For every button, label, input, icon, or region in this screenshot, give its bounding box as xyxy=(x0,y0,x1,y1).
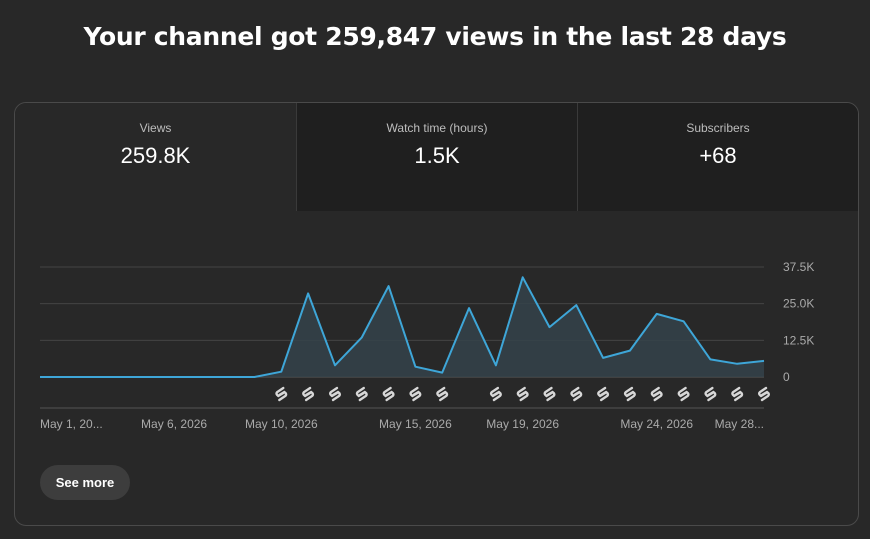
tab-views-value: 259.8K xyxy=(120,143,191,168)
y-tick-label: 25.0K xyxy=(783,297,814,311)
x-tick-label: May 6, 2026 xyxy=(141,417,207,431)
tab-subscribers[interactable]: Subscribers +68 xyxy=(577,103,858,211)
x-tick-label: May 24, 2026 xyxy=(620,417,693,431)
shorts-icon xyxy=(731,386,744,402)
x-tick-label: May 1, 20... xyxy=(40,417,103,431)
views-line xyxy=(40,276,765,378)
y-tick-label: 37.5K xyxy=(783,260,814,274)
tab-watch-time[interactable]: Watch time (hours) 1.5K xyxy=(296,103,577,211)
x-tick-label: May 19, 2026 xyxy=(486,417,559,431)
shorts-icon xyxy=(436,386,449,402)
tab-subscribers-value: +68 xyxy=(699,143,737,168)
x-tick-label: May 28... xyxy=(715,417,764,431)
x-tick-label: May 10, 2026 xyxy=(245,417,318,431)
shorts-icon xyxy=(516,386,529,402)
y-tick-label: 12.5K xyxy=(783,333,814,347)
tab-watch-time-label: Watch time (hours) xyxy=(386,121,488,135)
page-title: Your channel got 259,847 views in the la… xyxy=(83,22,787,51)
shorts-icon xyxy=(704,386,717,402)
shorts-icon xyxy=(382,386,395,402)
shorts-icon xyxy=(650,386,663,402)
tab-views-label: Views xyxy=(139,121,172,135)
shorts-icon xyxy=(570,386,583,402)
shorts-icon xyxy=(489,386,502,402)
shorts-icon xyxy=(677,386,690,402)
x-tick-label: May 15, 2026 xyxy=(379,417,452,431)
see-more-button[interactable]: See more xyxy=(40,465,130,500)
shorts-icon xyxy=(275,386,288,402)
shorts-icon xyxy=(329,386,341,402)
tab-subscribers-label: Subscribers xyxy=(686,121,750,135)
shorts-icon xyxy=(597,386,610,402)
shorts-icon xyxy=(758,386,770,402)
shorts-icon xyxy=(302,386,315,402)
metric-tabs: Views 259.8K Watch time (hours) 1.5K Sub… xyxy=(15,103,858,211)
shorts-icon xyxy=(409,386,422,402)
shorts-icon xyxy=(623,386,636,402)
tab-views[interactable]: Views 259.8K xyxy=(15,103,296,211)
tab-watch-time-value: 1.5K xyxy=(414,143,460,168)
analytics-card: Views 259.8K Watch time (hours) 1.5K Sub… xyxy=(14,102,859,526)
y-tick-label: 0 xyxy=(783,370,790,384)
shorts-icon xyxy=(355,386,368,402)
views-chart: 0 12.5K 25.0K 37.5K May 1, 20... May 6, 2026 M… xyxy=(40,260,814,431)
shorts-icon xyxy=(543,386,556,402)
